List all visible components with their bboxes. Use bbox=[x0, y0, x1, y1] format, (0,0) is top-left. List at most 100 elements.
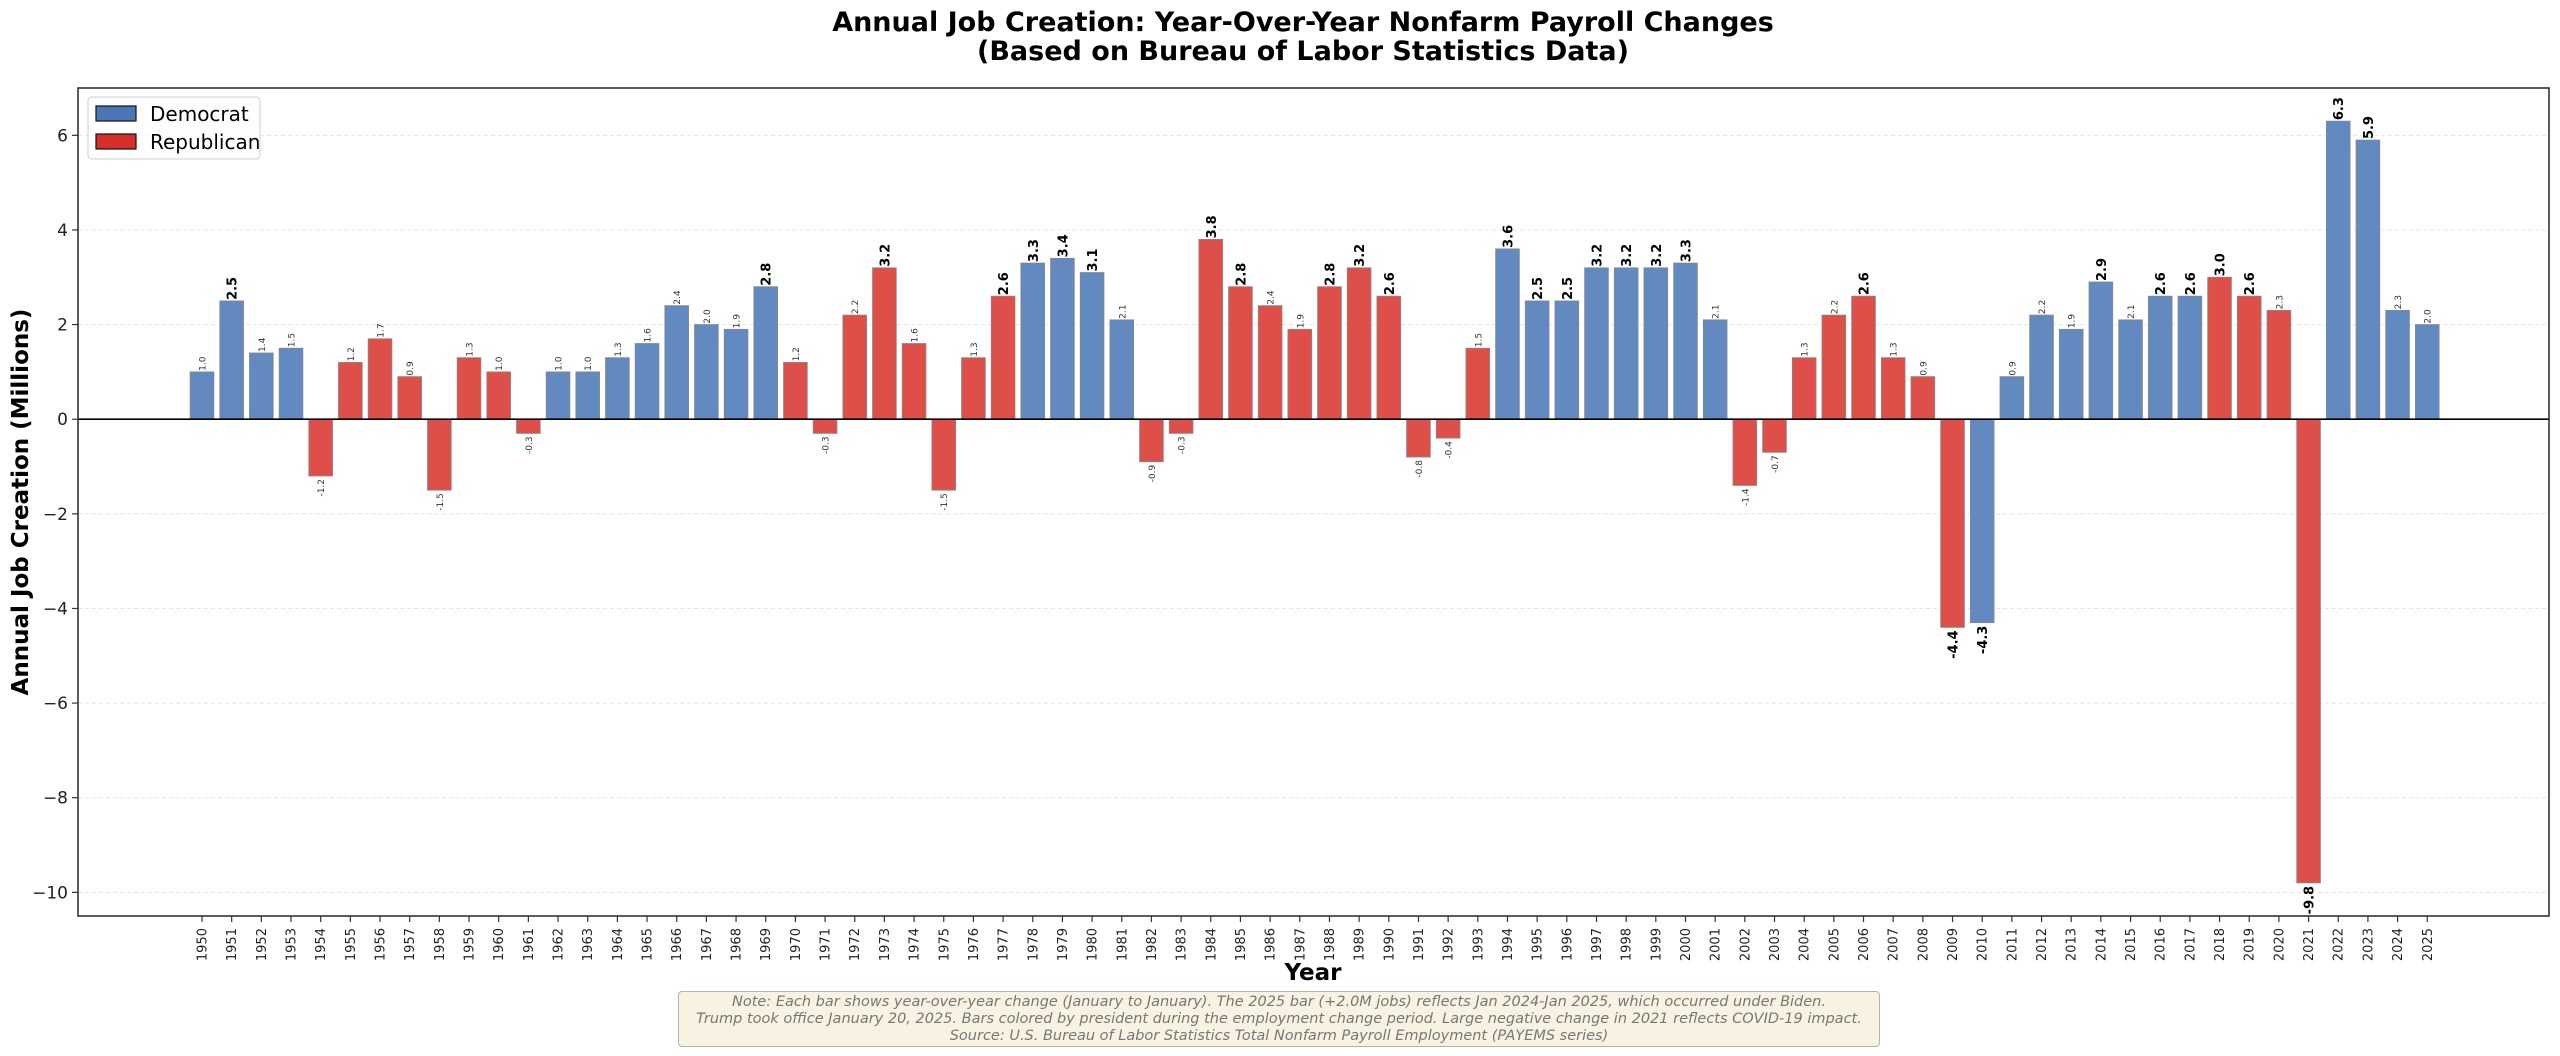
x-tick-label: 1978 bbox=[1026, 928, 1041, 961]
legend: Democrat Republican bbox=[87, 96, 261, 160]
value-label: -1.5 bbox=[436, 493, 446, 511]
x-tick-label: 1977 bbox=[997, 928, 1012, 961]
bar-2004 bbox=[1791, 357, 1817, 420]
value-label: 1.0 bbox=[555, 356, 565, 371]
value-label: 1.0 bbox=[495, 356, 505, 371]
value-label: -0.3 bbox=[525, 436, 535, 454]
bar-1986 bbox=[1257, 305, 1283, 420]
bar-1975 bbox=[931, 418, 957, 491]
value-label: 2.6 bbox=[997, 272, 1012, 295]
x-tick-label: 1999 bbox=[1649, 928, 1664, 961]
bar-1984 bbox=[1198, 239, 1224, 420]
bar-1950 bbox=[189, 371, 215, 420]
value-label: 3.8 bbox=[1205, 215, 1220, 238]
value-label: 1.5 bbox=[1474, 333, 1484, 347]
value-label: -4.4 bbox=[1947, 630, 1962, 658]
value-label: 6.3 bbox=[2332, 97, 2347, 120]
bar-1973 bbox=[872, 267, 897, 420]
value-label: 2.9 bbox=[2095, 258, 2110, 281]
bar-1960 bbox=[486, 371, 511, 420]
x-tick-label: 1970 bbox=[789, 928, 804, 961]
x-tick-label: 2025 bbox=[2421, 928, 2436, 961]
x-tick-label: 1973 bbox=[878, 928, 893, 961]
value-label: -9.8 bbox=[2303, 886, 2318, 914]
value-label: 1.0 bbox=[584, 356, 594, 371]
bar-2006 bbox=[1851, 295, 1876, 420]
x-tick-label: 1985 bbox=[1234, 928, 1249, 961]
value-label: 1.9 bbox=[1296, 314, 1306, 329]
bar-2001 bbox=[1702, 319, 1728, 420]
bar-1961 bbox=[516, 418, 541, 434]
value-label: 2.2 bbox=[2038, 300, 2048, 314]
value-label: -4.3 bbox=[1976, 626, 1991, 654]
x-tick-label: 2012 bbox=[2035, 928, 2050, 961]
x-tick-label: 2006 bbox=[1857, 928, 1872, 961]
bar-1968 bbox=[723, 328, 749, 420]
x-tick-label: 2009 bbox=[1946, 928, 1961, 961]
x-tick-label: 1969 bbox=[759, 928, 774, 961]
value-label: -0.8 bbox=[1415, 460, 1425, 478]
x-tick-label: 1996 bbox=[1560, 928, 1575, 961]
value-label: 1.2 bbox=[347, 347, 357, 361]
bar-2020 bbox=[2266, 309, 2292, 420]
x-tick-label: 2005 bbox=[1827, 928, 1842, 961]
x-tick-label: 1994 bbox=[1501, 928, 1516, 961]
x-tick-label: 2022 bbox=[2332, 928, 2347, 961]
value-label: 1.3 bbox=[1801, 342, 1811, 356]
bar-1955 bbox=[338, 362, 363, 420]
value-label: 1.9 bbox=[2068, 314, 2078, 329]
bar-1969 bbox=[753, 286, 778, 420]
x-tick-label: 1980 bbox=[1086, 928, 1101, 961]
x-tick-label: 2004 bbox=[1798, 928, 1813, 961]
bar-1988 bbox=[1317, 286, 1342, 420]
bar-2019 bbox=[2236, 295, 2262, 420]
bar-1993 bbox=[1465, 347, 1491, 420]
x-tick-label: 2021 bbox=[2302, 928, 2317, 961]
bar-1978 bbox=[1020, 262, 1046, 420]
x-tick-label: 2007 bbox=[1887, 928, 1902, 961]
bar-1967 bbox=[694, 324, 719, 420]
x-tick-label: 1986 bbox=[1264, 928, 1279, 961]
value-label: 1.0 bbox=[199, 356, 209, 371]
value-label: 2.1 bbox=[1118, 305, 1128, 319]
bar-1981 bbox=[1109, 319, 1135, 420]
x-tick-label: 1965 bbox=[641, 928, 656, 961]
bar-1958 bbox=[427, 418, 452, 491]
bar-1976 bbox=[961, 357, 986, 420]
bar-1963 bbox=[575, 371, 600, 420]
x-tick-label: 1993 bbox=[1471, 928, 1486, 961]
bar-2014 bbox=[2088, 281, 2114, 420]
value-label: 2.4 bbox=[673, 290, 683, 305]
value-label: 3.2 bbox=[878, 244, 893, 267]
x-tick-label: 2024 bbox=[2391, 928, 2406, 961]
bar-2007 bbox=[1880, 357, 1906, 420]
bar-2011 bbox=[1999, 376, 2025, 420]
bar-1990 bbox=[1376, 295, 1402, 420]
gridlines bbox=[78, 134, 2549, 893]
value-label: 1.2 bbox=[792, 347, 802, 361]
bar-2021 bbox=[2296, 418, 2321, 884]
x-tick-label: 1950 bbox=[196, 928, 211, 961]
x-tick-label: 1981 bbox=[1115, 928, 1130, 961]
value-label: -1.2 bbox=[317, 479, 327, 497]
value-label: 0.9 bbox=[2008, 361, 2018, 376]
value-label: 1.3 bbox=[1890, 342, 1900, 356]
x-tick-label: 1976 bbox=[967, 928, 982, 961]
value-label: -0.9 bbox=[1148, 465, 1158, 483]
bar-2023 bbox=[2355, 139, 2381, 420]
value-label: -0.3 bbox=[1178, 436, 1188, 454]
value-label: -0.7 bbox=[1771, 455, 1781, 473]
value-label: -1.5 bbox=[940, 493, 950, 511]
x-tick-label: 1971 bbox=[819, 928, 834, 961]
value-label: 2.2 bbox=[1830, 300, 1840, 314]
value-label: 1.3 bbox=[970, 342, 980, 356]
bar-1962 bbox=[545, 371, 571, 420]
bar-1970 bbox=[783, 362, 808, 420]
x-tick-label: 1964 bbox=[611, 928, 626, 961]
x-tick-label: 1979 bbox=[1056, 928, 1071, 961]
value-label: 3.2 bbox=[1590, 244, 1605, 267]
value-label: 2.5 bbox=[1531, 277, 1546, 300]
bar-1964 bbox=[605, 357, 630, 420]
value-label: 3.6 bbox=[1501, 225, 1516, 248]
bar-1952 bbox=[249, 352, 274, 420]
